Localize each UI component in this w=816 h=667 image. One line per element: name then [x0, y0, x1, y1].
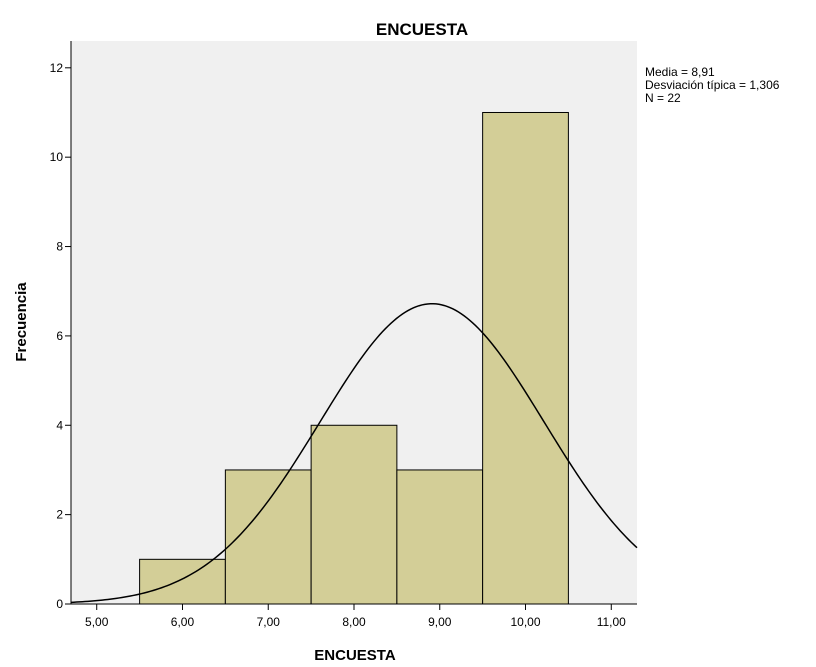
histogram-bar [224, 469, 312, 605]
x-tick-label: 8,00 [342, 615, 366, 629]
y-tick-label: 4 [56, 418, 63, 432]
histogram-bar [310, 424, 398, 605]
y-tick-label: 8 [56, 240, 63, 254]
x-tick-label: 9,00 [428, 615, 452, 629]
x-tick-label: 10,00 [510, 615, 540, 629]
bars-group [139, 111, 569, 605]
y-tick-label: 12 [50, 61, 64, 75]
x-tick-label: 11,00 [597, 615, 626, 629]
x-tick-label: 5,00 [85, 615, 109, 629]
normal-curve [70, 302, 638, 604]
stats-sd: Desviación típica = 1,306 [645, 78, 780, 92]
x-axis-title: ENCUESTA [314, 647, 396, 664]
histogram-bar [139, 558, 226, 605]
y-axis-title: Frecuencia [13, 282, 30, 362]
x-tick-label: 7,00 [257, 615, 281, 629]
axes-group: 0 2 4 6 8 10 12 5,00 6,00 7,00 8,00 9,00 10,00 11,00 [50, 41, 637, 629]
y-tick-label: 2 [56, 508, 63, 522]
stats-box: Media = 8,91 Desviación típica = 1,306 N… [645, 65, 780, 105]
stats-mean: Media = 8,91 [645, 65, 715, 79]
chart-title: ENCUESTA [376, 20, 468, 39]
histogram-bar [396, 469, 484, 605]
histogram-bar [482, 111, 569, 605]
y-tick-label: 10 [50, 150, 64, 164]
y-tick-label: 6 [56, 329, 63, 343]
stats-n: N = 22 [645, 91, 681, 105]
x-tick-label: 6,00 [171, 615, 195, 629]
y-tick-label: 0 [56, 597, 63, 611]
